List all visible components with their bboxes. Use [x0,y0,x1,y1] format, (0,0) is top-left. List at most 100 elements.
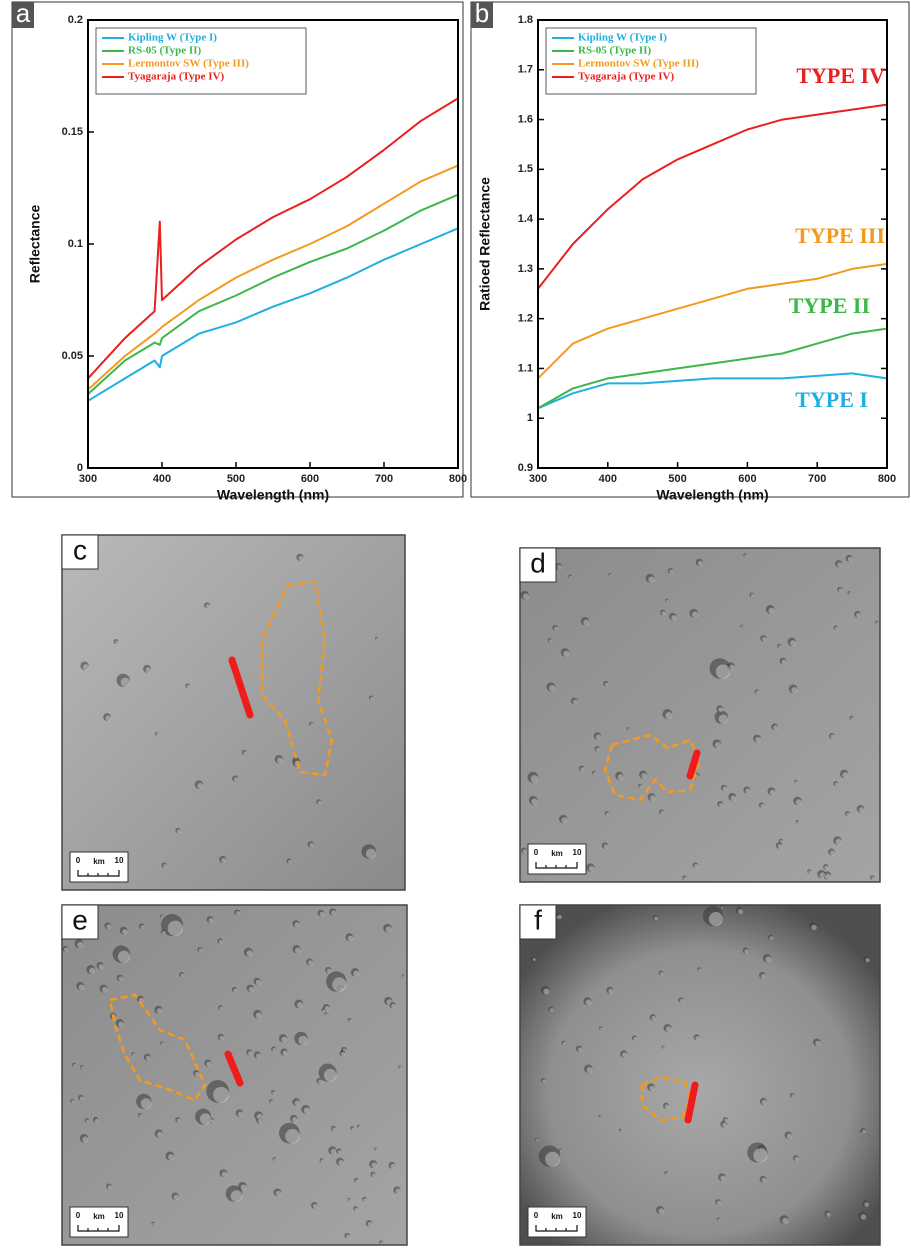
crater-rim [272,1048,276,1052]
crater-rim [825,873,832,880]
crater [217,938,223,944]
crater-rim [765,956,772,963]
crater-rim [375,637,379,640]
scale-bg [527,843,587,875]
crater-rim [294,922,300,928]
crater [62,945,69,952]
crater [854,610,861,618]
panel-letter-bg [61,904,99,940]
crater [779,657,787,665]
crater-rim [790,640,797,647]
crater-rim [332,977,347,992]
crater-rim [599,1115,602,1118]
crater [353,1206,359,1211]
crater [833,625,839,630]
crater-rim [186,684,190,689]
crater-rim [246,950,253,957]
crater-rim [79,1096,84,1101]
crater [540,985,550,995]
crater-rim [168,1154,175,1161]
crater-rim [717,1218,720,1221]
crater-rim [761,1177,767,1183]
crater-rim [671,615,677,621]
crater-rim [842,772,849,779]
crater-rim [523,593,529,600]
crater-rim [724,1118,729,1123]
crater [548,1006,554,1012]
crater-rim [94,1118,99,1123]
crater [656,1205,665,1214]
legend-label: Tyagaraja (Type IV) [578,71,674,83]
crater-rim [152,1222,155,1226]
crater-rim [324,1006,330,1012]
scale-min: 0 [76,856,81,865]
crater [664,1171,669,1175]
crater-rim [235,911,241,916]
crater [171,1192,179,1200]
crater [626,727,630,731]
crater-rim [248,986,254,992]
y-tick-label: 1.1 [518,362,533,374]
crater [316,799,322,805]
panel-letter: d [530,547,546,578]
x-tick-label: 300 [529,473,547,485]
crater [719,905,723,909]
crater [161,862,168,869]
crater [217,1033,225,1041]
crater [661,1045,665,1049]
crater [697,967,702,972]
crater [716,705,724,713]
deposit-outline [260,580,334,777]
crater [835,560,843,568]
crater [96,962,104,969]
crater [875,620,879,625]
legend-label: Lermontov SW (Type III) [128,58,249,70]
crater-rim [167,920,184,937]
crater [104,922,112,930]
crater [604,811,609,816]
annotation: TYPE IV [796,63,885,88]
crater [594,745,600,752]
panel-letter-bg [519,547,557,583]
deposit-outline [640,1075,692,1122]
crater-rim [876,621,879,625]
y-tick-label: 1.3 [518,263,533,275]
crater [159,914,164,918]
y-axis-label: Reflectance [27,204,43,283]
crater [131,1052,135,1056]
crater [608,573,612,577]
crater-rim [275,1190,282,1197]
crater-rim [744,949,749,954]
panel-frame [11,1,464,498]
crater-rim [115,640,119,645]
crater-rim [140,925,145,930]
crater [662,709,673,719]
crater [136,1093,152,1109]
crater-rim [549,1008,554,1012]
series-line [87,227,459,402]
crater [568,574,573,579]
series-line [87,164,459,391]
crater-rim [365,848,377,859]
crater-rim [282,1050,288,1056]
crater [253,977,261,985]
crater-rim [850,717,854,720]
crater-rim [370,696,374,700]
profile-line [224,1050,244,1087]
crater [225,1185,243,1202]
crater [195,1108,212,1125]
crater [362,1196,367,1202]
legend-label: Kipling W (Type I) [578,32,667,44]
crater [716,1217,720,1221]
crater-rim [208,918,214,923]
crater-rim [331,910,337,916]
crater-rim [78,984,85,990]
crater-rim [549,639,552,643]
crater-rim [719,802,724,808]
crater-rim [561,817,568,824]
crater [401,974,405,978]
crater-rim [660,810,664,815]
crater-rim [791,1094,795,1098]
crater [693,1034,700,1041]
crater [336,1148,342,1155]
